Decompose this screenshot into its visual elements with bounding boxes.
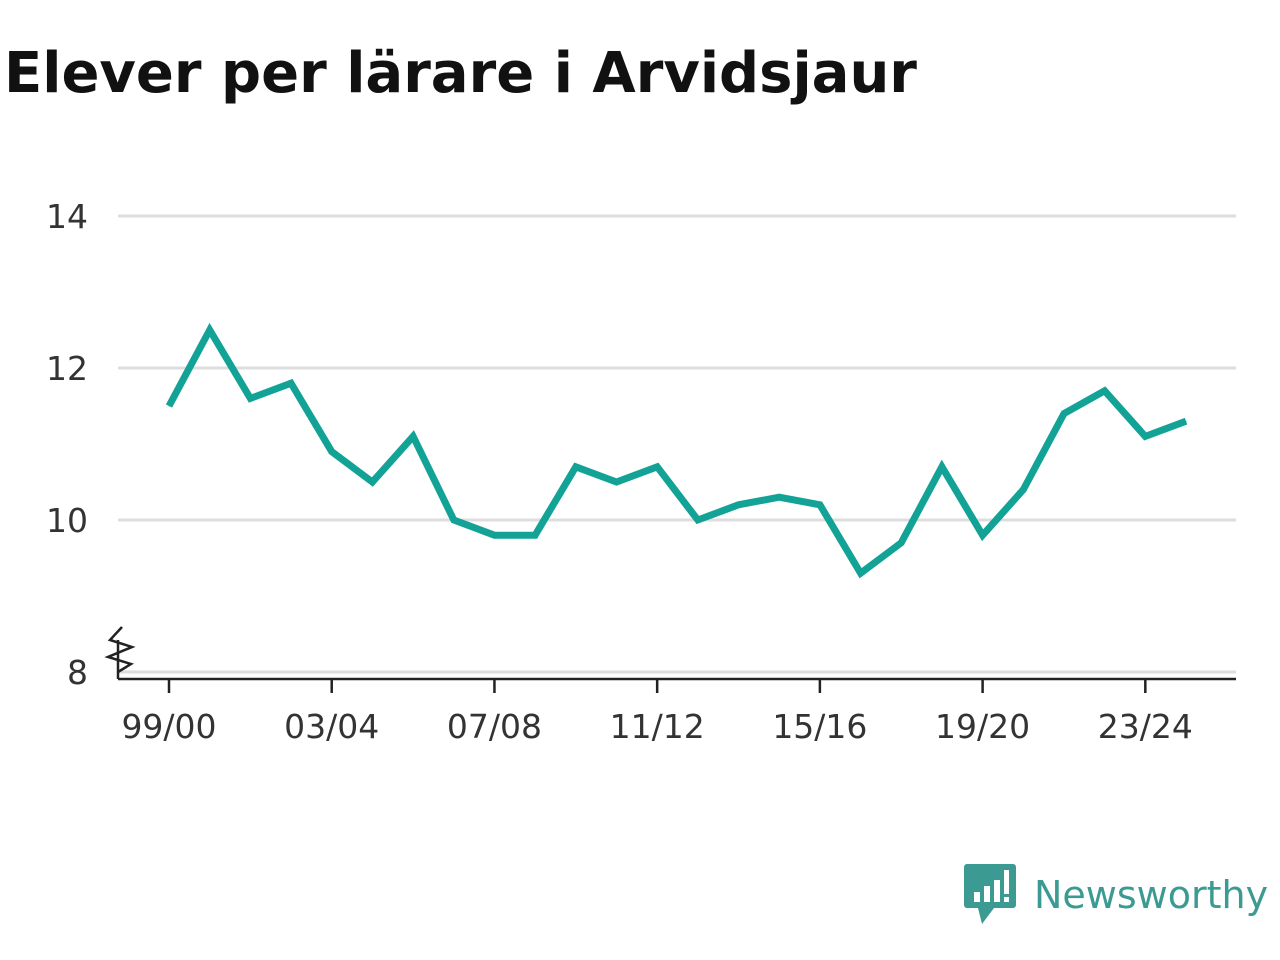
- line-chart: 8 10 12 14 99/00 03/04 07/08 11/12 15/16 19/20 23…: [46, 197, 1236, 746]
- data-point-01-02: [249, 397, 251, 399]
- data-point-03-04: [331, 451, 333, 453]
- x-tick-label-23-24: 23/24: [1098, 707, 1193, 746]
- data-point-24-25: [1185, 420, 1187, 422]
- chart-title: Elever per lärare i Arvidsjaur: [4, 41, 917, 106]
- y-tick-label-14: 14: [46, 197, 88, 236]
- y-tick-label-8: 8: [67, 653, 88, 692]
- data-point-09-10: [575, 466, 577, 468]
- data-point-99-00: [168, 405, 170, 407]
- x-tick-label-07-08: 07/08: [447, 707, 542, 746]
- x-tick-label-15-16: 15/16: [772, 707, 867, 746]
- data-point-23-24: [1144, 435, 1146, 437]
- x-tick-label-99-00: 99/00: [121, 707, 216, 746]
- brand-name: Newsworthy: [1034, 873, 1269, 917]
- data-point-16-17: [860, 572, 862, 574]
- series-line-0: [165, 322, 1188, 579]
- data-point-19-20: [982, 534, 984, 536]
- data-point-02-03: [290, 382, 292, 384]
- data-point-13-14: [738, 504, 740, 506]
- data-point-20-21: [1022, 489, 1024, 491]
- data-point-04-05: [371, 481, 373, 483]
- gridlines: [118, 214, 1236, 674]
- data-point-22-23: [1104, 390, 1106, 392]
- data-point-21-22: [1063, 413, 1065, 415]
- data-point-00-01: [209, 329, 211, 331]
- x-tick-label-03-04: 03/04: [284, 707, 379, 746]
- y-tick-labels: 8 10 12 14: [46, 197, 88, 692]
- data-point-11-12: [656, 466, 658, 468]
- x-tick-label-19-20: 19/20: [935, 707, 1030, 746]
- newsworthy-logo-icon: [964, 864, 1016, 924]
- data-point-18-19: [941, 466, 943, 468]
- data-point-10-11: [615, 481, 617, 483]
- y-tick-label-12: 12: [46, 349, 88, 388]
- series-lines: [165, 322, 1188, 579]
- y-tick-label-10: 10: [46, 501, 88, 540]
- data-point-06-07: [453, 519, 455, 521]
- data-point-12-13: [697, 519, 699, 521]
- data-point-08-09: [534, 534, 536, 536]
- data-point-05-06: [412, 435, 414, 437]
- x-tick-label-11-12: 11/12: [610, 707, 705, 746]
- data-point-17-18: [900, 542, 902, 544]
- data-point-07-08: [493, 534, 495, 536]
- x-tick-labels: 99/00 03/04 07/08 11/12 15/16 19/20 23/24: [121, 707, 1192, 746]
- x-axis: [104, 626, 1236, 693]
- data-point-14-15: [778, 496, 780, 498]
- y-axis-break-icon: [104, 626, 136, 674]
- newsworthy-logo: Newsworthy: [964, 864, 1268, 926]
- data-point-15-16: [819, 504, 821, 506]
